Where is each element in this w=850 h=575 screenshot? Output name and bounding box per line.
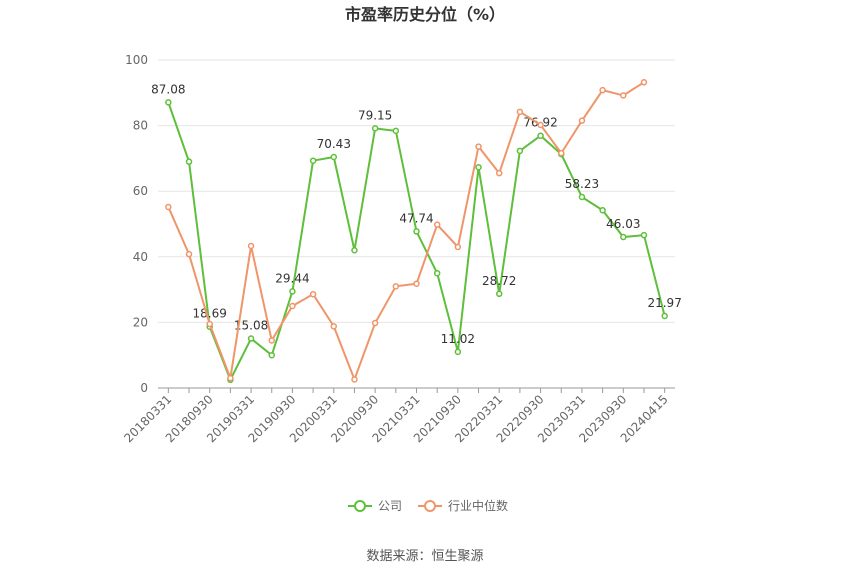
chart-title: 市盈率历史分位（%）: [345, 5, 505, 24]
value-label: 70.43: [317, 137, 351, 151]
point: [247, 242, 255, 250]
value-label: 46.03: [606, 217, 640, 231]
point: [475, 143, 482, 150]
point: [640, 231, 648, 239]
value-label: 28.72: [482, 274, 516, 288]
value-label: 58.23: [565, 177, 599, 191]
legend-label: 行业中位数: [448, 498, 508, 513]
point: [578, 193, 586, 201]
value-label: 79.15: [358, 108, 392, 122]
point: [289, 288, 296, 295]
y-tick-label: 0: [140, 381, 148, 395]
series-line: [167, 102, 666, 383]
point: [268, 337, 275, 344]
y-tick-label: 60: [133, 184, 148, 198]
point: [247, 335, 255, 342]
point: [392, 127, 400, 135]
point: [516, 108, 524, 116]
y-tick-label: 80: [133, 119, 148, 133]
point: [289, 302, 296, 310]
point: [516, 147, 524, 155]
value-label: 29.44: [275, 271, 309, 285]
point: [640, 79, 648, 86]
point: [309, 157, 317, 164]
series-line: [167, 81, 645, 383]
point: [578, 117, 586, 124]
point: [537, 121, 544, 129]
value-label: 11.02: [441, 332, 475, 346]
y-tick-label: 20: [133, 315, 148, 329]
value-label: 87.08: [151, 82, 185, 96]
point: [495, 169, 503, 177]
point: [371, 125, 379, 132]
value-label: 21.97: [647, 296, 681, 310]
point: [206, 320, 213, 328]
point: [351, 246, 358, 254]
point: [185, 250, 193, 258]
point: [165, 99, 172, 106]
point: [165, 203, 172, 211]
point: [351, 376, 358, 383]
y-tick-label: 100: [125, 53, 148, 67]
point: [371, 319, 379, 327]
point: [558, 149, 565, 157]
point: [599, 86, 606, 94]
point: [495, 290, 503, 298]
point: [392, 283, 400, 290]
legend-label: 公司: [378, 499, 402, 513]
point: [330, 153, 338, 161]
point: [537, 132, 544, 139]
point: [475, 164, 482, 171]
point: [413, 280, 420, 287]
point: [433, 269, 441, 277]
point: [433, 221, 441, 228]
point: [185, 158, 193, 165]
point: [330, 323, 338, 330]
point: [268, 351, 275, 359]
y-tick-label: 40: [133, 250, 148, 264]
point: [454, 243, 462, 251]
value-label: 18.69: [193, 307, 227, 321]
point: [309, 290, 317, 298]
point: [661, 312, 668, 320]
point: [620, 233, 627, 241]
source: 数据来源：恒生聚源: [366, 549, 483, 564]
point: [599, 206, 606, 214]
point: [620, 92, 627, 99]
point: [454, 348, 462, 356]
value-label: 15.08: [234, 319, 268, 333]
value-label: 47.74: [399, 211, 433, 225]
point: [413, 228, 420, 235]
point: [227, 374, 234, 382]
legend-marker: [424, 500, 437, 512]
legend-marker: [354, 500, 366, 512]
